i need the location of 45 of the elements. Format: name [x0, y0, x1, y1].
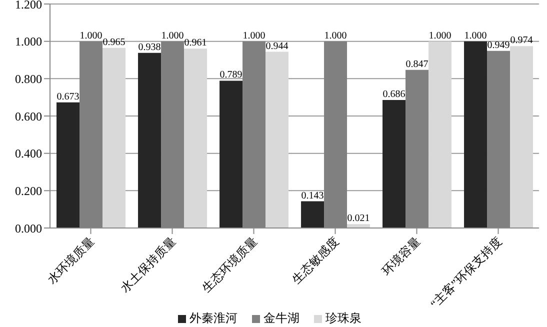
legend-label: 外秦淮河 [188, 310, 238, 327]
y-tick-label: 0.400 [15, 146, 42, 161]
data-label: 0.965 [102, 36, 126, 48]
x-tick-label: “主客”环保支持度 [428, 234, 504, 312]
data-label: 0.974 [510, 35, 533, 46]
data-label: 1.000 [464, 30, 487, 42]
x-tick-label: 环境容量 [379, 234, 423, 278]
data-label: 1.000 [324, 30, 347, 42]
bar [138, 52, 162, 228]
y-tick-label: 1.200 [15, 0, 42, 12]
x-tick-label: 生态敏感度 [289, 234, 342, 287]
data-label: 0.944 [266, 40, 288, 52]
bar [464, 41, 488, 228]
x-tick-label: 水土保持质量 [118, 234, 178, 296]
data-label: 0.949 [487, 40, 510, 51]
y-tick-label: 0.200 [15, 184, 42, 198]
data-label: 1.000 [428, 30, 452, 42]
data-label: 0.673 [56, 91, 80, 102]
data-label: 1.000 [161, 30, 184, 42]
data-label: 0.789 [220, 70, 242, 81]
y-tick-label: 0.800 [15, 72, 42, 86]
data-label: 0.143 [301, 190, 324, 202]
legend-label: 金牛湖 [262, 310, 300, 327]
legend-label: 珍珠泉 [324, 310, 362, 327]
bar [428, 41, 452, 228]
bar [184, 48, 208, 228]
x-tick-label: 水环境质量 [44, 234, 97, 287]
bar [510, 46, 534, 228]
data-label: 0.021 [347, 213, 370, 224]
bar [56, 102, 80, 228]
bar [102, 48, 126, 228]
data-label: 0.847 [406, 58, 428, 70]
bar [220, 80, 243, 228]
data-label: 1.000 [242, 30, 266, 42]
data-label: 1.000 [80, 30, 102, 42]
data-label: 0.686 [382, 88, 406, 100]
x-tick-label: 生态环境质量 [199, 234, 260, 296]
bar [382, 100, 406, 228]
data-label: 0.938 [138, 42, 161, 53]
y-tick-label: 0.000 [15, 221, 42, 236]
data-label: 0.961 [184, 38, 207, 49]
bar [266, 52, 289, 228]
y-tick-label: 0.600 [15, 109, 42, 124]
bar [301, 201, 324, 228]
y-tick-label: 1.000 [15, 34, 42, 49]
